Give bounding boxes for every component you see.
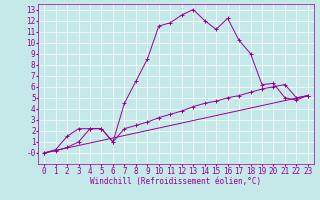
X-axis label: Windchill (Refroidissement éolien,°C): Windchill (Refroidissement éolien,°C) <box>91 177 261 186</box>
